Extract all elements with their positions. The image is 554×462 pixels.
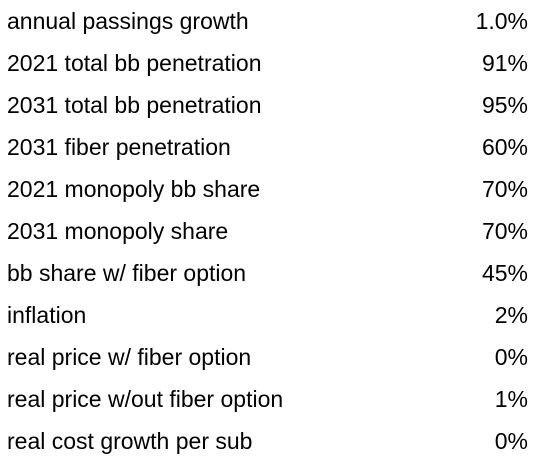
table-row: 2031 fiber penetration 60% [0, 126, 554, 168]
row-label: inflation [7, 302, 87, 328]
row-value: 70% [481, 218, 528, 244]
table-row: 2021 monopoly bb share 70% [0, 168, 554, 210]
table-row: real cost growth per sub 0% [0, 420, 554, 462]
row-value: 0% [494, 344, 528, 370]
table-row: inflation 2% [0, 294, 554, 336]
row-value: 1% [494, 386, 528, 412]
row-label: real price w/out fiber option [7, 386, 284, 412]
row-label: real price w/ fiber option [7, 344, 252, 370]
row-label: 2021 monopoly bb share [7, 176, 261, 202]
table-row: 2021 total bb penetration 91% [0, 42, 554, 84]
row-value: 1.0% [475, 8, 528, 34]
row-label: 2031 total bb penetration [7, 92, 262, 118]
row-value: 70% [481, 176, 528, 202]
row-label: 2021 total bb penetration [7, 50, 262, 76]
row-value: 95% [481, 92, 528, 118]
table-row: real price w/ fiber option 0% [0, 336, 554, 378]
table-row: bb share w/ fiber option 45% [0, 252, 554, 294]
row-label: 2031 monopoly share [7, 218, 229, 244]
table-row: real price w/out fiber option 1% [0, 378, 554, 420]
table-row: 2031 monopoly share 70% [0, 210, 554, 252]
row-label: 2031 fiber penetration [7, 134, 231, 160]
table-row: 2031 total bb penetration 95% [0, 84, 554, 126]
row-value: 60% [481, 134, 528, 160]
table-row: annual passings growth 1.0% [0, 0, 554, 42]
row-label: annual passings growth [7, 8, 249, 34]
row-value: 0% [494, 428, 528, 454]
row-label: real cost growth per sub [7, 428, 253, 454]
row-label: bb share w/ fiber option [7, 260, 247, 286]
row-value: 45% [481, 260, 528, 286]
row-value: 2% [494, 302, 528, 328]
row-value: 91% [481, 50, 528, 76]
